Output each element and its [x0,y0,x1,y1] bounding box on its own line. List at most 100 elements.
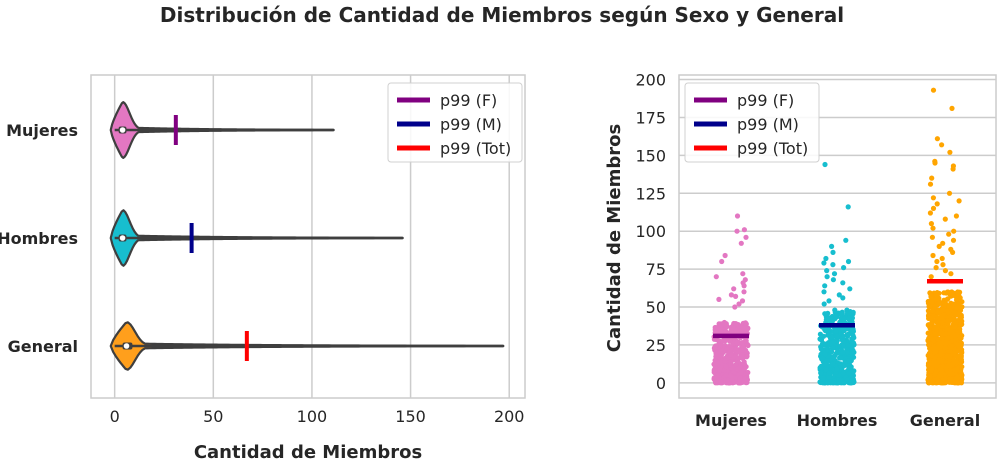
strip-point [831,380,837,386]
strip-point [821,333,827,339]
strip-point [846,311,853,317]
strip-point [829,243,835,249]
strip-y-tick: 25 [646,336,666,355]
strip-point [947,149,953,155]
strip-point [927,375,933,381]
strip-y-tick: 0 [656,374,666,393]
strip-point [845,204,851,210]
strip-point [730,365,736,371]
strip-point [939,255,945,262]
strip-point [834,366,840,372]
strip-point [851,349,857,355]
strip-point [847,365,853,371]
strip-point [932,160,938,166]
strip-point [833,329,839,335]
strip-point [822,283,828,289]
strip-point [933,265,939,271]
strip-point [736,301,742,307]
strip-point [738,370,744,376]
violin-panel: 0 50 100 150 200 Mujeres Hombres General Canti… [0,74,526,463]
strip-point [742,376,748,382]
strip-point [717,366,723,373]
strip-point [822,361,828,367]
strip-point [836,349,842,356]
strip-point [738,240,744,246]
strip-point [822,161,828,168]
strip-point [954,304,960,311]
strip-legend-label: p99 (Tot) [737,139,808,158]
strip-point [830,361,836,367]
strip-point [845,331,851,337]
violin-category-labels: Mujeres Hombres General [0,121,78,356]
strip-point [727,338,733,344]
strip-point [745,342,751,349]
strip-point [927,290,933,296]
violin-median [119,235,126,241]
strip-point [822,351,829,357]
strip-point [952,337,958,343]
violin-category-label: Hombres [0,229,78,248]
strip-point [734,228,740,234]
strip-point [948,334,954,340]
strip-point [830,339,837,345]
strip-point [958,372,965,378]
strip-point [934,201,940,207]
strip-point [718,380,724,386]
strip-axes-frame [678,74,997,399]
strip-point [956,198,962,204]
strip-point [930,252,936,259]
strip-point [830,249,836,255]
strip-point [959,318,965,324]
strip-point [938,351,944,357]
strip-point [943,290,949,296]
strip-point [929,365,935,371]
strip-point [936,243,942,249]
strip-point [838,311,844,317]
strip-point [718,329,724,335]
strip-point [820,375,826,381]
strip-point [722,252,728,259]
strip-point [932,331,938,337]
strip-point [825,315,831,321]
strip-y-tick: 150 [635,146,666,165]
strip-point [723,372,730,378]
strip-point [958,314,965,320]
strip-point [825,380,831,386]
strip-point [830,262,836,268]
strip-point [730,325,736,331]
strip-point [817,364,824,371]
strip-point [848,380,854,386]
strip-point [841,316,847,322]
strip-point [948,271,954,277]
strip-point [931,324,937,330]
strip-point [934,136,941,142]
strip-point [845,350,851,356]
strip-point [940,240,946,246]
strip-point [739,340,745,346]
strip-point [830,277,837,283]
strip-y-tick: 100 [635,222,666,241]
strip-point [722,358,728,364]
strip-point [939,307,946,313]
strip-y-tick: 125 [635,184,666,203]
strip-point [946,231,952,237]
strip-point [949,105,955,111]
strip-point [824,268,830,274]
strip-point [733,362,739,368]
strip-point [945,310,951,316]
violin-median [123,343,130,349]
strip-point [843,237,849,243]
strip-point [927,210,934,216]
strip-point [731,286,737,292]
strip-point [950,237,957,243]
violin-x-tick: 0 [110,407,120,426]
strip-point [942,345,949,351]
strip-point [936,340,942,346]
violin-x-axis-label: Cantidad de Miembros [194,442,422,463]
strip-point [944,353,950,359]
strip-point [925,308,932,314]
strip-point [718,348,724,354]
strip-point [939,380,945,386]
strip-point [743,234,749,240]
strip-point [818,370,824,376]
